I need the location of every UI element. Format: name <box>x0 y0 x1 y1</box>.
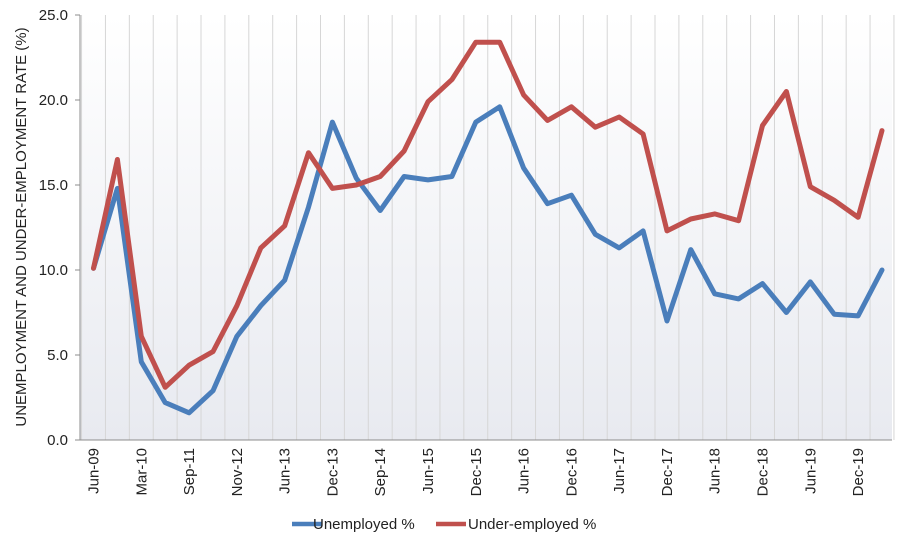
legend-label-under-employed: Under-employed % <box>468 516 596 533</box>
x-tick-label: Dec-18 <box>755 448 772 496</box>
x-tick-label: Jun-17 <box>611 448 628 494</box>
series-line-unemployed <box>91 104 885 416</box>
x-tick-label: Jun-19 <box>802 448 819 494</box>
y-tick-label: 0.0 <box>47 432 68 449</box>
x-tick-label: Jun-13 <box>277 448 294 494</box>
legend: Unemployed % Under-employed % <box>292 516 596 533</box>
x-tick-label: Nov-12 <box>229 448 246 496</box>
y-tick-label: 20.0 <box>39 92 68 109</box>
x-tick-label: Dec-19 <box>850 448 867 496</box>
y-tick-label: 15.0 <box>39 177 68 194</box>
y-axis-title: UNEMPLOYMENT AND UNDER-EMPLOYMENT RATE (… <box>13 27 30 426</box>
legend-label-unemployed: Unemployed % <box>313 516 415 533</box>
x-tick-label: Jun-18 <box>707 448 724 494</box>
x-tick-label: Sep-11 <box>181 448 198 495</box>
x-tick-label: Dec-17 <box>659 448 676 496</box>
x-tick-label: Dec-15 <box>468 448 485 496</box>
plot-area <box>80 15 892 440</box>
x-tick-label: Jun-16 <box>516 448 533 494</box>
x-tick-label: Jun-09 <box>86 448 103 494</box>
x-tick-label: Mar-10 <box>133 448 150 496</box>
y-tick-label: 10.0 <box>39 262 68 279</box>
x-tick-label: Dec-13 <box>324 448 341 496</box>
x-tick-label: Jun-15 <box>420 448 437 494</box>
y-tick-label: 5.0 <box>47 347 68 364</box>
series-line-under-employed <box>91 39 885 390</box>
x-tick-label: Sep-14 <box>372 448 389 496</box>
x-tick-label: Dec-16 <box>563 448 580 496</box>
y-tick-label: 25.0 <box>39 7 68 24</box>
